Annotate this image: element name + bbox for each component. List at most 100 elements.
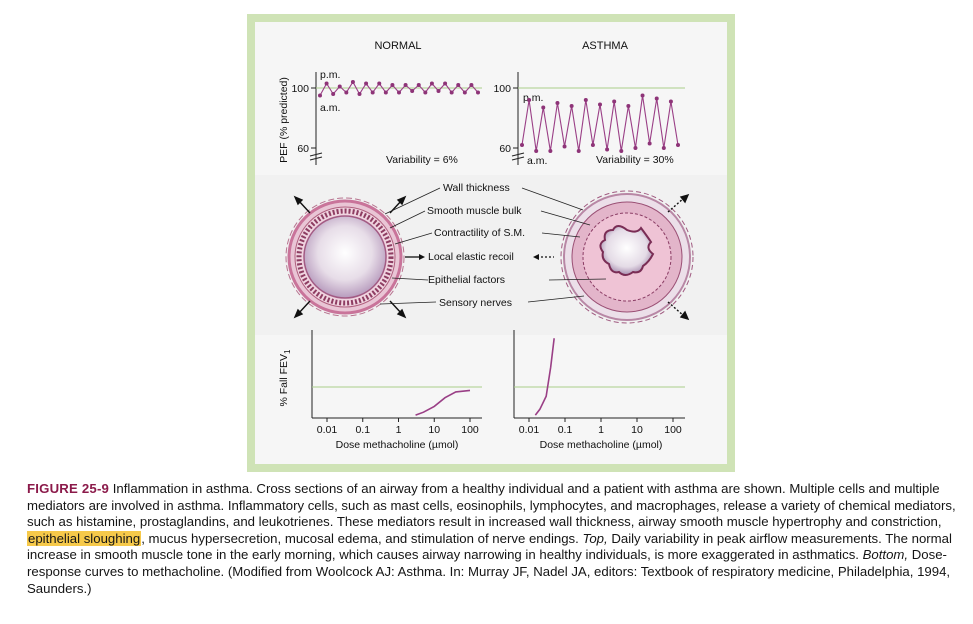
- pef-point: [576, 149, 581, 153]
- pef-normal-axes: [309, 72, 323, 165]
- x-tick-label: 1: [598, 424, 604, 436]
- pef-point: [640, 93, 645, 98]
- caption-top-label: Top,: [582, 530, 608, 546]
- pef-point: [344, 90, 349, 95]
- pef-point: [619, 149, 624, 153]
- pef-point: [429, 81, 434, 86]
- pef-asthma-am-label: a.m.: [527, 155, 547, 167]
- pef-point: [548, 149, 553, 153]
- pef-asthma-series: [520, 93, 680, 153]
- airway-asthma-arrows: [667, 193, 690, 321]
- pef-normal-tick-60: 60: [297, 143, 309, 155]
- heading-asthma: ASTHMA: [582, 40, 629, 52]
- dose-asthma-ticks: 0.01 0.1 1 10 100: [519, 418, 682, 436]
- pef-normal-series: [318, 80, 480, 98]
- pef-point: [337, 84, 342, 89]
- label-contractility: Contractility of S.M.: [434, 227, 525, 239]
- pef-point: [527, 98, 532, 102]
- dose-normal-series: [415, 389, 471, 416]
- elastic-recoil-arrows: [405, 254, 554, 260]
- dose-curve: [534, 338, 555, 416]
- pef-point: [520, 143, 524, 147]
- pef-point: [612, 99, 617, 104]
- pef-point: [598, 102, 602, 107]
- x-tick-label: 0.1: [558, 424, 573, 436]
- pef-point: [541, 105, 546, 110]
- pef-ylabel: PEF (% predicted): [278, 77, 290, 163]
- pef-point: [364, 81, 369, 86]
- pef-point: [324, 81, 329, 86]
- pef-point: [403, 83, 408, 87]
- pef-point: [456, 83, 461, 87]
- pef-asthma-pm-label: p.m.: [523, 92, 543, 104]
- pef-point: [654, 96, 659, 101]
- dose-normal-ticks: 0.01 0.1 1 10 100: [317, 418, 479, 436]
- label-sensory-nerves: Sensory nerves: [439, 297, 512, 309]
- pef-point: [423, 90, 428, 95]
- figure-graphics: NORMAL ASTHMA PEF (% predicted) 100 60 p…: [278, 40, 694, 451]
- pef-point: [443, 81, 448, 86]
- pef-point: [462, 90, 467, 95]
- pef-point: [633, 146, 638, 150]
- caption-text-2: , mucus hypersecretion, mucosal edema, a…: [141, 530, 579, 546]
- pef-point: [569, 104, 574, 108]
- pef-point: [331, 92, 336, 96]
- x-tick-label: 10: [631, 424, 643, 436]
- airway-normal: [285, 197, 405, 317]
- x-tick-label: 100: [461, 424, 479, 436]
- dose-ylabel: % Fall FEV1: [278, 349, 292, 407]
- label-epithelial-factors: Epithelial factors: [428, 274, 505, 286]
- label-local-elastic-recoil: Local elastic recoil: [428, 251, 514, 263]
- pef-point: [676, 143, 680, 147]
- heading-normal: NORMAL: [374, 40, 421, 52]
- pef-point: [397, 90, 401, 95]
- label-smooth-muscle-bulk: Smooth muscle bulk: [427, 205, 522, 217]
- dose-ylabel-main: % Fall FEV: [278, 354, 290, 407]
- pef-normal-variability: Variability = 6%: [386, 154, 458, 166]
- pef-point: [350, 80, 355, 84]
- figure-caption: FIGURE 25-9 Inflammation in asthma. Cros…: [27, 481, 962, 597]
- dose-curve: [415, 389, 471, 416]
- dose-normal-axes: [311, 330, 482, 419]
- pef-point: [390, 83, 395, 87]
- x-tick-label: 0.01: [317, 424, 338, 436]
- pef-point: [383, 90, 388, 95]
- caption-text-1: Inflammation in asthma. Cross sections o…: [27, 481, 956, 530]
- x-tick-label: 0.1: [355, 424, 370, 436]
- pef-point: [476, 90, 480, 95]
- caption-top-text: Daily variability in peak airflow measur…: [27, 530, 952, 563]
- pef-point: [410, 89, 415, 93]
- pef-normal-am-label: a.m.: [320, 102, 340, 114]
- airway-asthma: [560, 190, 694, 324]
- pef-normal-tick-100: 100: [291, 83, 309, 95]
- x-tick-label: 1: [396, 424, 402, 436]
- pef-point: [555, 101, 560, 105]
- pef-asthma-tick-100: 100: [493, 83, 511, 95]
- pef-point: [469, 83, 474, 87]
- pef-point: [357, 92, 362, 96]
- dose-normal-xlabel: Dose methacholine (µmol): [336, 439, 459, 451]
- caption-bottom-label: Bottom,: [862, 547, 909, 563]
- pef-point: [647, 141, 652, 146]
- pef-point: [534, 149, 539, 153]
- dose-ylabel-sub: 1: [283, 349, 292, 354]
- pef-point: [583, 98, 588, 102]
- pef-asthma-variability: Variability = 30%: [596, 154, 674, 166]
- x-tick-label: 0.01: [519, 424, 540, 436]
- pef-point: [377, 81, 382, 86]
- pef-point: [605, 147, 610, 152]
- pef-point: [668, 99, 673, 104]
- pef-point: [370, 90, 375, 95]
- dose-asthma-axes: [513, 330, 685, 419]
- caption-highlight: epithelial sloughing: [27, 530, 142, 546]
- label-wall-thickness: Wall thickness: [443, 182, 510, 194]
- pef-point: [590, 143, 595, 147]
- pef-normal-pm-label: p.m.: [320, 69, 340, 81]
- x-tick-label: 100: [664, 424, 682, 436]
- pef-point: [416, 83, 421, 87]
- airway-leader-lines: [379, 187, 607, 305]
- pef-asthma-tick-60: 60: [499, 143, 511, 155]
- pef-point: [562, 144, 567, 149]
- pef-asthma-axes: [511, 72, 525, 165]
- dose-asthma-series: [534, 338, 555, 416]
